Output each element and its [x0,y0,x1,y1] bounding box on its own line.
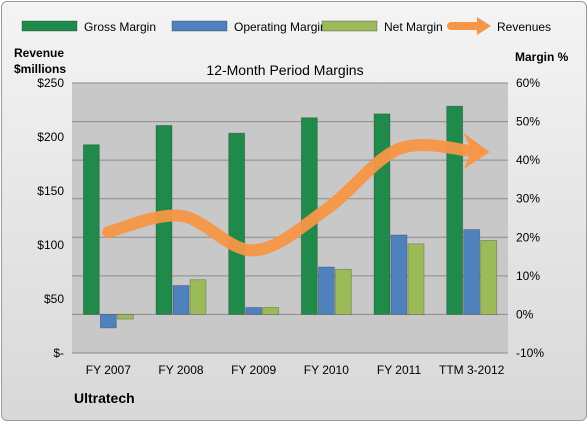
bar-gross-margin-ttm-3-2012 [446,105,464,315]
bar-operating-margin-fy-2008 [172,285,190,315]
right-tick-label: 30% [516,192,540,206]
bars [82,105,498,329]
left-tick-label: $150 [37,184,64,198]
x-tick-label: FY 2008 [158,363,203,377]
legend-arrow-revenues [477,17,491,35]
right-tick-label: 50% [516,115,540,129]
x-axis-ticks: FY 2007 FY 2008 FY 2009 FY 2010 FY 2011 TTM 3… [86,363,505,377]
bar-gross-margin-fy-2009 [228,132,246,315]
left-axis-label-line2: $millions [14,62,66,76]
legend-swatch-gross-margin [21,20,78,32]
bar-operating-margin-fy-2007 [99,314,117,329]
bar-net-margin-fy-2008 [189,279,207,315]
x-tick-label: FY 2007 [86,363,131,377]
legend-label-operating-margin: Operating Margin [234,20,327,34]
bar-net-margin-fy-2010 [334,268,352,315]
bar-gross-margin-fy-2011 [373,113,391,315]
legend-swatch-net-margin [321,20,378,32]
right-tick-label: 60% [516,76,540,90]
right-tick-label: 20% [516,230,540,244]
bar-net-margin-fy-2007 [116,314,134,320]
revenue-line-path [102,139,478,257]
legend: Gross Margin Operating Margin Net Margin Re… [21,17,551,35]
x-tick-label: FY 2011 [377,363,422,377]
revenue-arrowhead [463,133,490,170]
bar-net-margin-fy-2009 [262,307,280,315]
right-tick-label: 0% [516,307,534,321]
bar-gross-margin-fy-2007 [82,144,100,315]
left-tick-label: $50 [44,292,64,306]
left-axis-label-line1: Revenue [14,46,64,60]
right-tick-label: 10% [516,269,540,283]
bar-operating-margin-fy-2009 [245,307,263,315]
right-axis-label: Margin % [515,50,569,64]
right-axis-ticks: 60% 50% 40% 30% 20% 10% 0% -10% [516,76,544,360]
bar-operating-margin-ttm-3-2012 [463,229,481,315]
bar-operating-margin-fy-2011 [390,234,408,315]
company-label: Ultratech [74,390,135,406]
legend-label-gross-margin: Gross Margin [84,20,156,34]
legend-swatch-operating-margin [171,20,228,32]
x-tick-label: FY 2010 [304,363,349,377]
left-axis-ticks: $250 $200 $150 $100 $50 $- [37,76,64,360]
legend-label-revenues: Revenues [497,20,551,34]
bar-net-margin-fy-2011 [407,243,425,315]
bar-net-margin-ttm-3-2012 [480,239,498,315]
bar-operating-margin-fy-2010 [317,266,335,315]
right-tick-label: 40% [516,153,540,167]
revenue-line [102,133,490,257]
left-tick-label: $- [53,346,64,360]
left-tick-label: $200 [37,130,64,144]
right-tick-label: -10% [516,346,544,360]
x-tick-label: FY 2009 [231,363,276,377]
left-tick-label: $100 [37,238,64,252]
chart-title: 12-Month Period Margins [206,62,363,78]
x-tick-label: TTM 3-2012 [439,363,505,377]
legend-label-net-margin: Net Margin [384,20,443,34]
left-tick-label: $250 [37,76,64,90]
